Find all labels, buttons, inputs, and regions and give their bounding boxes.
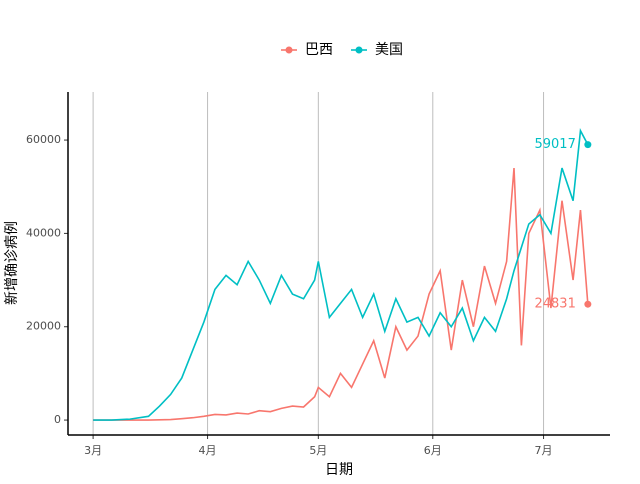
x-tick-label: 6月: [424, 444, 442, 457]
legend-label: 美国: [375, 42, 403, 58]
y-tick-label: 20000: [26, 320, 61, 333]
y-tick-label: 0: [54, 413, 61, 426]
x-tick-label: 3月: [84, 444, 102, 457]
x-tick-label: 5月: [309, 444, 327, 457]
y-tick-label: 60000: [26, 133, 61, 146]
series-line: [93, 128, 589, 421]
x-axis-title: 日期: [325, 462, 353, 478]
legend-dot: [285, 46, 293, 54]
legend-label: 巴西: [305, 42, 333, 58]
legend-dot: [355, 46, 363, 54]
end-point: [584, 300, 592, 308]
y-axis-title: 新增确诊病例: [4, 221, 20, 305]
x-tick-label: 7月: [535, 444, 553, 457]
y-tick-label: 40000: [26, 226, 61, 239]
end-label: 24831: [534, 297, 575, 312]
x-tick-label: 4月: [199, 444, 217, 457]
end-point: [584, 141, 592, 149]
end-label: 59017: [534, 137, 575, 152]
series-line: [93, 168, 589, 421]
